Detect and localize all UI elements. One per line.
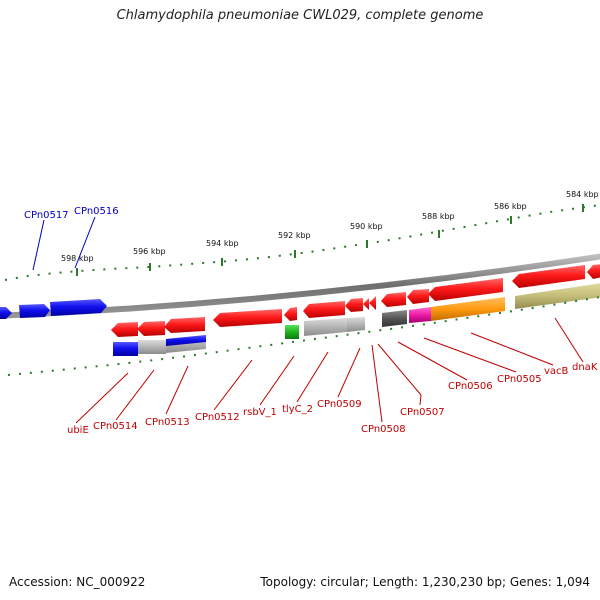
scale-labels: 598 kbp 596 kbp 594 kbp 592 kbp 590 kbp … bbox=[61, 190, 599, 263]
gene-label-vacb[interactable]: vacB bbox=[544, 366, 569, 377]
accession-text: Accession: NC_000922 bbox=[9, 575, 146, 589]
gene-label-cpn0516[interactable]: CPn0516 bbox=[74, 206, 119, 217]
gene-label-cpn0514[interactable]: CPn0514 bbox=[93, 421, 138, 432]
gene-label-cpn0513[interactable]: CPn0513 bbox=[145, 417, 190, 428]
gene-label-dnak[interactable]: dnaK bbox=[572, 362, 598, 373]
scale-label: 592 kbp bbox=[278, 231, 311, 240]
scale-ticks-inner bbox=[7, 296, 600, 376]
gene-label-ubie[interactable]: ubiE bbox=[67, 425, 89, 436]
map-title: Chlamydophila pneumoniae CWL029, complet… bbox=[116, 8, 484, 23]
gene-label-cpn0505[interactable]: CPn0505 bbox=[497, 374, 542, 385]
scale-label: 584 kbp bbox=[566, 190, 599, 199]
label-leaders bbox=[32, 216, 584, 424]
genome-summary-text: Topology: circular; Length: 1,230,230 bp… bbox=[260, 575, 590, 589]
gene-label-tlyc2[interactable]: tlyC_2 bbox=[282, 404, 313, 415]
gene-label-cpn0509[interactable]: CPn0509 bbox=[317, 399, 362, 410]
reverse-strand-genes-upper bbox=[111, 264, 600, 337]
scale-label: 586 kbp bbox=[494, 202, 527, 211]
gene-label-rsbv1[interactable]: rsbV_1 bbox=[243, 407, 277, 418]
forward-strand-genes bbox=[0, 299, 107, 319]
scale-label: 598 kbp bbox=[61, 254, 94, 263]
gene-label-cpn0517[interactable]: CPn0517 bbox=[24, 210, 69, 221]
gene-label-cpn0512[interactable]: CPn0512 bbox=[195, 412, 240, 423]
gene-label-cpn0508[interactable]: CPn0508 bbox=[361, 424, 406, 435]
scale-ticks-outer bbox=[4, 204, 600, 281]
scale-label: 596 kbp bbox=[133, 247, 166, 256]
reverse-strand-genes-lower bbox=[113, 283, 600, 356]
scale-label: 590 kbp bbox=[350, 222, 383, 231]
gene-label-cpn0506[interactable]: CPn0506 bbox=[448, 381, 493, 392]
scale-label: 594 kbp bbox=[206, 239, 239, 248]
scale-label: 588 kbp bbox=[422, 212, 455, 221]
gene-label-cpn0507[interactable]: CPn0507 bbox=[400, 407, 445, 418]
